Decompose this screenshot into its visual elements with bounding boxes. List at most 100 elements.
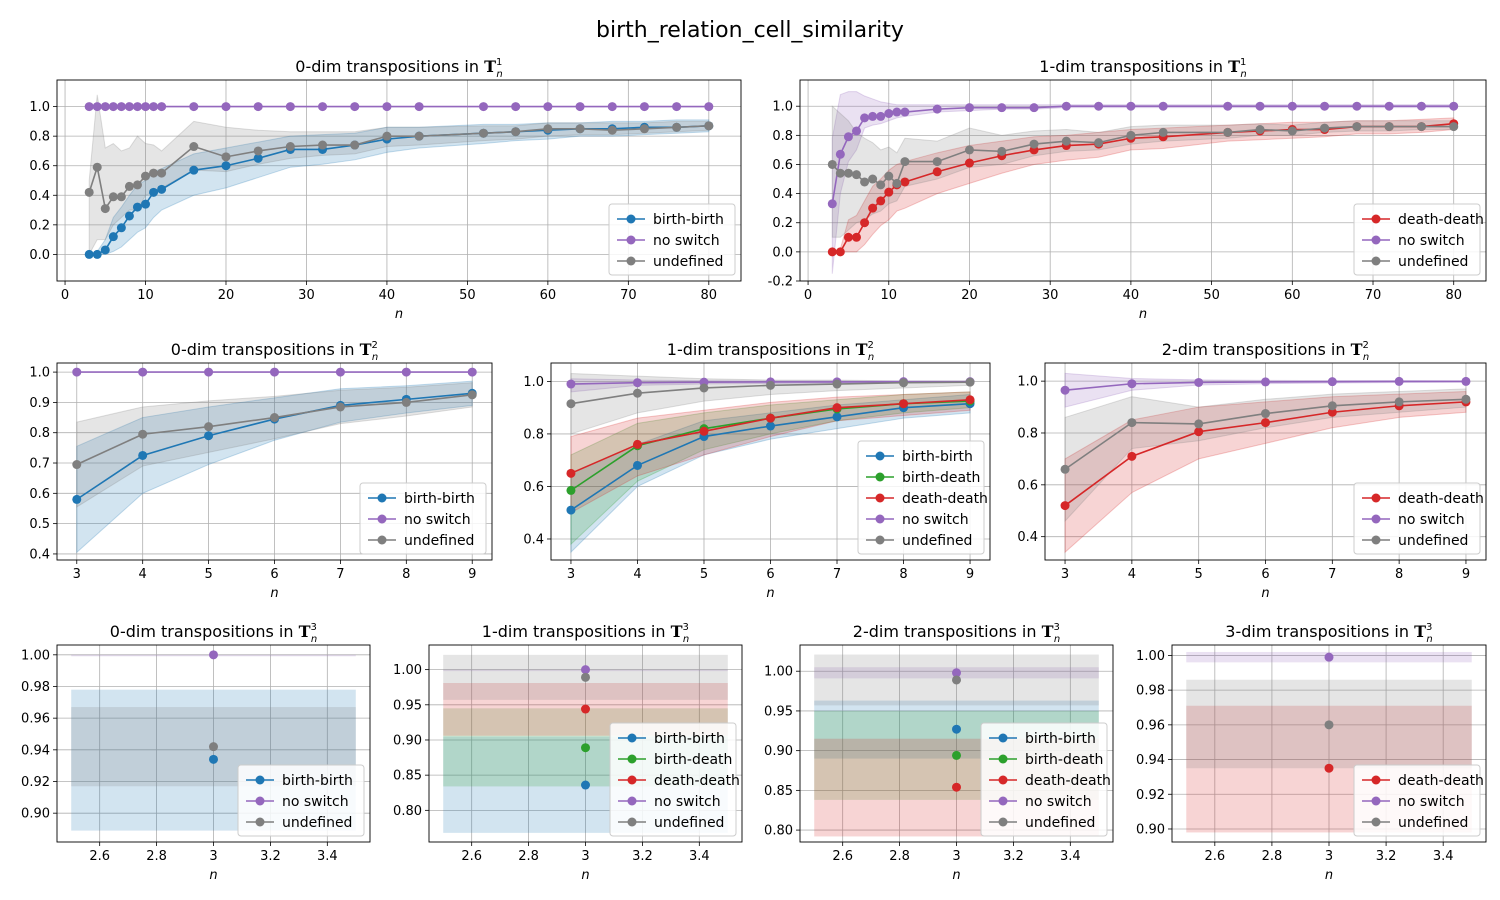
data-point-no-switch bbox=[1061, 101, 1071, 111]
data-point-death-death bbox=[699, 426, 709, 436]
legend-label: death-death bbox=[1398, 491, 1484, 507]
legend-label: no switch bbox=[654, 794, 721, 810]
title-superscript: 3 bbox=[1426, 622, 1432, 633]
data-point-undefined bbox=[1029, 139, 1039, 149]
x-tick-label: 80 bbox=[1445, 288, 1462, 303]
legend-swatch-marker bbox=[1371, 235, 1381, 245]
x-tick-label: 2.8 bbox=[889, 849, 910, 864]
legend-label: no switch bbox=[1398, 794, 1465, 810]
data-point-undefined bbox=[766, 380, 775, 390]
x-tick-label: 8 bbox=[402, 567, 410, 582]
x-tick-label: 3 bbox=[1061, 567, 1069, 582]
x-tick-label: 2.8 bbox=[146, 849, 167, 864]
legend-label: death-death bbox=[1025, 773, 1111, 789]
data-point-undefined bbox=[350, 140, 360, 150]
legend-label: no switch bbox=[1398, 512, 1465, 528]
y-tick-label: 0.90 bbox=[764, 744, 793, 759]
y-tick-label: 0.95 bbox=[393, 698, 422, 713]
data-point-undefined bbox=[141, 171, 151, 181]
legend-swatch-marker bbox=[626, 256, 636, 266]
data-point-no-switch bbox=[72, 367, 82, 377]
data-point-no-switch bbox=[1320, 101, 1330, 111]
data-point-death-death bbox=[632, 439, 642, 449]
legend-swatch-marker bbox=[998, 817, 1008, 827]
data-point-no-switch bbox=[1461, 376, 1471, 386]
title-superscript: 1 bbox=[1240, 57, 1246, 68]
data-point-no-switch bbox=[1127, 379, 1137, 389]
data-point-no-switch bbox=[92, 102, 102, 112]
data-point-death-death bbox=[876, 196, 886, 206]
data-point-undefined bbox=[108, 192, 118, 202]
data-point-no-switch bbox=[221, 102, 231, 112]
legend-swatch-marker bbox=[1371, 796, 1381, 806]
data-point-undefined bbox=[124, 181, 134, 191]
legend-box bbox=[857, 440, 985, 555]
data-point-undefined bbox=[382, 131, 392, 141]
data-point-undefined bbox=[204, 422, 214, 432]
data-point-undefined bbox=[1261, 409, 1270, 419]
x-tick-label: 3.2 bbox=[632, 849, 653, 864]
data-point-undefined bbox=[1127, 418, 1137, 428]
data-point-undefined bbox=[100, 204, 110, 214]
legend-label: undefined bbox=[282, 815, 352, 831]
data-point-no-switch bbox=[639, 102, 649, 112]
title-symbol: T bbox=[484, 57, 496, 76]
x-tick-label: 3.2 bbox=[1003, 849, 1024, 864]
legend-box bbox=[1353, 482, 1481, 555]
legend: birth-birth birth-death death-death no swit… bbox=[609, 722, 740, 837]
data-point-undefined bbox=[414, 131, 424, 141]
legend-swatch-marker bbox=[627, 796, 637, 806]
legend: birth-birth no switch undefined bbox=[608, 203, 736, 276]
y-tick-label: 0.98 bbox=[1136, 684, 1165, 699]
legend-box bbox=[608, 203, 736, 276]
data-point-no-switch bbox=[132, 102, 142, 112]
title-superscript: 3 bbox=[683, 622, 689, 633]
x-axis-label: n bbox=[581, 868, 589, 883]
legend: death-death no switch undefined bbox=[1353, 764, 1484, 837]
data-point-no-switch bbox=[318, 102, 328, 112]
data-point-undefined bbox=[335, 402, 345, 412]
y-tick-label: 0.92 bbox=[21, 775, 50, 790]
data-point-no-switch bbox=[1352, 101, 1362, 111]
x-tick-label: 3.4 bbox=[1433, 849, 1454, 864]
x-tick-label: 7 bbox=[1328, 567, 1336, 582]
y-tick-label: 0.8 bbox=[29, 130, 50, 145]
x-tick-label: 4 bbox=[139, 567, 147, 582]
x-tick-label: 3 bbox=[209, 849, 217, 864]
x-tick-label: 3.4 bbox=[689, 849, 710, 864]
chart-panel-8: 2.6 2.8 3 3.2 3.40.900.920.940.960.981.00n3-… bbox=[1136, 622, 1487, 883]
y-tick-label: 0.80 bbox=[764, 824, 793, 839]
data-point-no-switch bbox=[892, 107, 902, 117]
y-tick-label: 0.98 bbox=[21, 680, 50, 695]
x-tick-label: 70 bbox=[1365, 288, 1382, 303]
x-tick-label: 7 bbox=[336, 567, 344, 582]
data-point-no-switch bbox=[1126, 101, 1136, 111]
x-tick-label: 5 bbox=[700, 567, 708, 582]
x-tick-label: 50 bbox=[1203, 288, 1220, 303]
data-point-birth-birth bbox=[72, 494, 82, 504]
legend-label: birth-birth bbox=[1025, 731, 1096, 747]
x-axis-label: n bbox=[766, 586, 774, 601]
title-text: 0-dim transpositions in bbox=[171, 340, 360, 359]
legend-swatch-marker bbox=[627, 754, 637, 764]
x-axis-label: n bbox=[395, 307, 403, 322]
data-point-no-switch bbox=[100, 102, 110, 112]
title-subscript: n bbox=[311, 634, 317, 645]
data-point-no-switch bbox=[84, 102, 94, 112]
data-point-death-death bbox=[952, 782, 961, 792]
x-tick-label: 9 bbox=[468, 567, 476, 582]
x-tick-label: 3 bbox=[581, 849, 589, 864]
data-point-birth-birth bbox=[157, 184, 167, 194]
data-point-no-switch bbox=[1287, 101, 1297, 111]
chart-panel-7: 2.6 2.8 3 3.2 3.40.800.850.900.951.00n2-dim … bbox=[764, 622, 1114, 883]
y-tick-label: 0.94 bbox=[1136, 753, 1165, 768]
data-point-no-switch bbox=[401, 367, 411, 377]
x-tick-label: 4 bbox=[1128, 567, 1136, 582]
figure-title: birth_relation_cell_similarity bbox=[596, 18, 904, 43]
title-subscript: n bbox=[1426, 634, 1432, 645]
data-point-no-switch bbox=[1223, 101, 1233, 111]
data-point-no-switch bbox=[860, 113, 870, 123]
data-point-no-switch bbox=[116, 102, 126, 112]
x-tick-label: 8 bbox=[899, 567, 907, 582]
